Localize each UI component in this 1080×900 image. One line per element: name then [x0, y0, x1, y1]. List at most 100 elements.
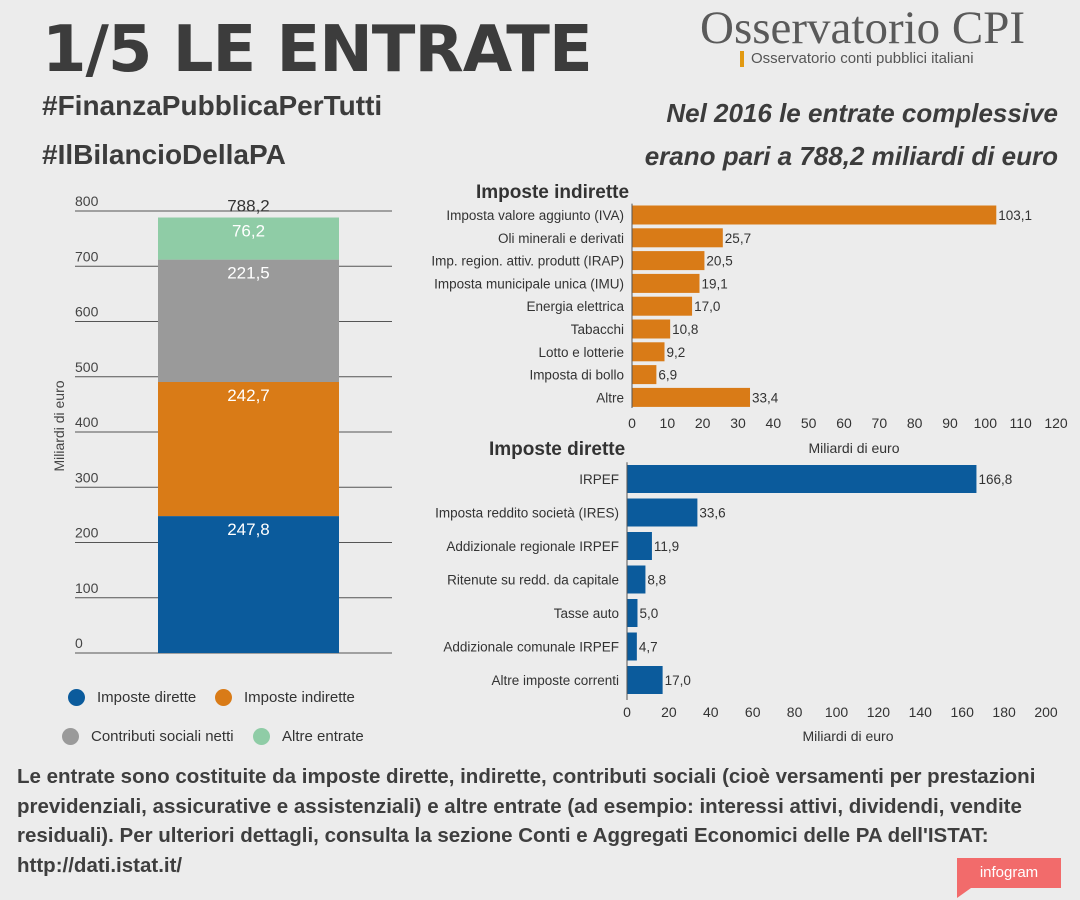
bar [632, 251, 705, 271]
bar-value-label: 20,5 [706, 254, 732, 269]
stack-total-label: 788,2 [227, 197, 270, 216]
x-tick-label: 100 [825, 704, 849, 720]
legend-imposte-dirette: Imposte dirette [68, 689, 196, 706]
bar-value-label: 33,4 [752, 390, 779, 405]
bar [627, 632, 637, 661]
y-tick-label: 800 [75, 193, 99, 209]
bar-value-label: 19,1 [701, 276, 727, 291]
x-tick-label: 180 [992, 704, 1016, 720]
bar [632, 273, 700, 293]
bar [627, 565, 646, 594]
footer-description: Le entrate sono costituite da imposte di… [17, 765, 1036, 877]
stack-value-label: 247,8 [227, 520, 270, 539]
legend-label-dirette: Imposte dirette [97, 689, 197, 706]
imposte-indirette-chart: Imposte indirette 0 10 20 30 40 50 60 70 80 90 100 1… [431, 182, 1067, 456]
bar [632, 296, 693, 316]
infogram-badge[interactable]: infogram [957, 858, 1061, 898]
x-tick-label: 20 [695, 415, 711, 431]
bar [632, 319, 671, 339]
category-label: Altre [596, 390, 624, 405]
x-tick-label: 100 [974, 415, 998, 431]
category-label: IRPEF [579, 472, 619, 487]
category-label: Addizionale comunale IRPEF [443, 640, 619, 655]
bar [632, 387, 751, 407]
bar-value-label: 25,7 [725, 231, 751, 246]
x-axis-title: Miliardi di euro [802, 728, 893, 744]
category-label: Altre imposte correnti [491, 673, 619, 688]
bar [632, 228, 723, 248]
imposte-dirette-chart: Imposte dirette 0 20 40 60 80 100 120 140 160 180 2… [435, 439, 1058, 744]
bar [627, 599, 638, 627]
bar [627, 666, 663, 694]
x-tick-label: 80 [787, 704, 803, 720]
page-title: 1/5 LE ENTRATE [42, 13, 593, 87]
x-tick-label: 120 [1044, 415, 1068, 431]
hashtag-finanza: #FinanzaPubblicaPerTutti [42, 90, 383, 121]
bar [627, 532, 652, 560]
brand-subtitle: Osservatorio conti pubblici italiani [740, 51, 974, 67]
legend-dot-dirette [68, 689, 85, 706]
category-label: Imposta valore aggiunto (IVA) [446, 208, 624, 223]
category-label: Energia elettrica [526, 299, 624, 314]
stack-segment [158, 381, 339, 517]
x-tick-label: 60 [836, 415, 852, 431]
category-label: Imposta reddito società (IRES) [435, 506, 619, 521]
bar-value-label: 10,8 [672, 322, 698, 337]
x-tick-label: 50 [801, 415, 817, 431]
x-tick-label: 30 [730, 415, 746, 431]
bar-value-label: 9,2 [667, 345, 686, 360]
stack-segment [158, 516, 339, 653]
x-tick-label: 40 [766, 415, 782, 431]
bar [627, 498, 698, 527]
legend-dot-indirette [215, 689, 232, 706]
stack-value-label: 76,2 [232, 222, 265, 241]
y-tick-label: 0 [75, 635, 83, 651]
stack-value-label: 221,5 [227, 264, 270, 283]
stack-segment [158, 259, 339, 382]
y-tick-label: 600 [75, 304, 99, 320]
category-label: Oli minerali e derivati [498, 231, 624, 246]
category-label: Ritenute su redd. da capitale [447, 573, 619, 588]
x-tick-label: 120 [867, 704, 891, 720]
x-tick-label: 0 [623, 704, 631, 720]
category-label: Imposta municipale unica (IMU) [434, 276, 624, 291]
x-tick-label: 70 [872, 415, 888, 431]
x-tick-label: 10 [660, 415, 676, 431]
legend-altre-entrate: Altre entrate [253, 728, 364, 745]
bar [632, 342, 665, 362]
brand-logo: Osservatorio CPI [700, 2, 1026, 54]
chart-title: Imposte indirette [476, 182, 629, 203]
bar-value-label: 11,9 [654, 539, 679, 554]
chart-title: Imposte dirette [489, 439, 625, 460]
bar-value-label: 17,0 [665, 673, 691, 688]
legend-label-altre: Altre entrate [282, 728, 364, 745]
subtitle-line-2: erano pari a 788,2 miliardi di euro [644, 141, 1058, 171]
bar [632, 205, 997, 225]
x-tick-label: 60 [745, 704, 761, 720]
x-tick-label: 80 [907, 415, 923, 431]
x-tick-label: 140 [909, 704, 933, 720]
y-tick-label: 700 [75, 248, 99, 264]
bar-value-label: 6,9 [658, 368, 677, 383]
x-tick-label: 110 [1010, 415, 1033, 431]
stack-value-label: 242,7 [227, 386, 270, 405]
y-tick-label: 200 [75, 525, 99, 541]
legend-label-contributi: Contributi sociali netti [91, 728, 234, 745]
x-tick-label: 160 [951, 704, 975, 720]
category-label: Lotto e lotterie [538, 345, 624, 360]
x-axis-title: Miliardi di euro [808, 440, 899, 456]
bar-value-label: 8,8 [647, 573, 666, 588]
stack-segment [158, 217, 339, 260]
x-tick-label: 90 [942, 415, 958, 431]
bar-value-label: 166,8 [978, 472, 1012, 487]
y-tick-label: 400 [75, 414, 99, 430]
legend-contributi: Contributi sociali netti [62, 728, 234, 745]
stacked-total-chart: 0 100 200 300 400 500 600 700 800 Miliardi di eur… [51, 193, 392, 654]
x-tick-label: 40 [703, 704, 719, 720]
category-label: Tabacchi [571, 322, 624, 337]
subtitle-line-1: Nel 2016 le entrate complessive [666, 98, 1058, 128]
y-axis-title: Miliardi di euro [51, 380, 67, 471]
legend-label-indirette: Imposte indirette [244, 689, 355, 706]
category-label: Tasse auto [554, 606, 619, 621]
